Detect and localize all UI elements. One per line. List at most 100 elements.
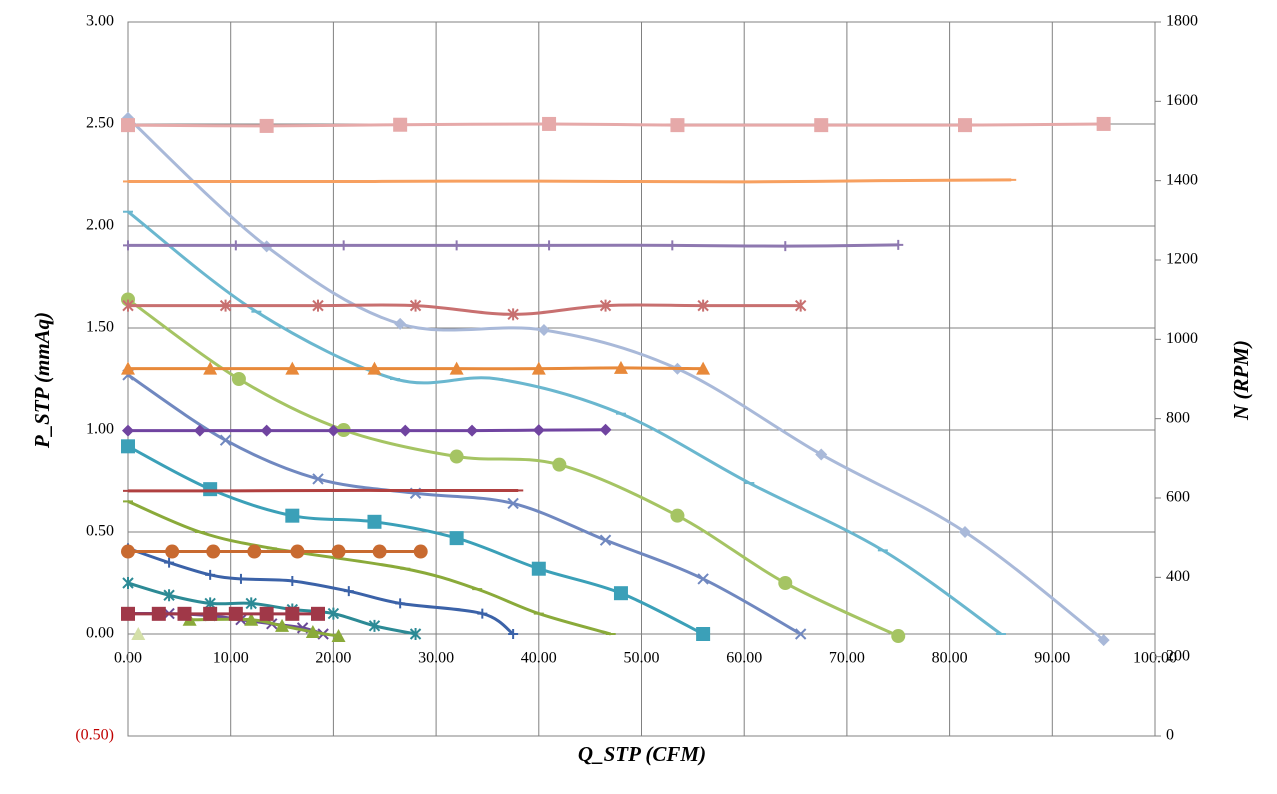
- marker: [121, 361, 135, 375]
- marker: [310, 606, 325, 621]
- marker: [121, 544, 135, 559]
- marker: [343, 586, 354, 597]
- marker: [466, 424, 479, 437]
- marker: [959, 526, 972, 538]
- marker: [394, 317, 407, 330]
- marker: [122, 424, 134, 437]
- marker: [163, 589, 175, 602]
- x-tick-label: 90.00: [1034, 650, 1070, 667]
- x-tick-label: 20.00: [315, 650, 351, 667]
- marker: [151, 606, 166, 621]
- y-tick-label: 1.50: [86, 319, 114, 336]
- marker: [259, 606, 274, 621]
- marker: [413, 544, 428, 559]
- marker: [287, 575, 298, 586]
- marker: [409, 628, 422, 640]
- marker: [670, 118, 685, 133]
- x-tick-label: 50.00: [624, 650, 660, 667]
- x-tick-label: 70.00: [829, 650, 865, 667]
- marker: [1097, 634, 1110, 647]
- marker: [290, 544, 305, 559]
- marker: [794, 628, 807, 640]
- marker: [121, 118, 135, 133]
- y2-tick-label: 1400: [1166, 171, 1198, 188]
- marker: [449, 361, 464, 375]
- x-axis-title: Q_STP (CFM): [578, 742, 706, 766]
- y2-tick-label: 400: [1166, 568, 1190, 585]
- y-tick-label: 2.00: [86, 217, 114, 234]
- marker: [219, 434, 232, 446]
- marker: [165, 544, 180, 559]
- y-axis-title: P_STP (mmAq): [30, 312, 54, 449]
- y-tick-label: 0.00: [86, 625, 114, 642]
- marker: [203, 361, 218, 375]
- marker: [507, 497, 519, 510]
- marker: [395, 598, 406, 609]
- y2-tick-label: 1800: [1166, 13, 1198, 30]
- marker: [367, 361, 382, 375]
- x-tick-label: 40.00: [521, 650, 557, 667]
- series-line: [128, 303, 801, 316]
- y2-tick-label: 800: [1166, 409, 1190, 426]
- y-tick-label: 1.00: [86, 421, 114, 438]
- marker: [794, 299, 807, 312]
- marker: [531, 361, 546, 375]
- series-line: [127, 581, 416, 636]
- marker: [531, 561, 546, 576]
- marker: [697, 573, 709, 585]
- marker: [177, 606, 192, 621]
- marker: [275, 618, 290, 632]
- marker: [203, 482, 218, 497]
- marker: [815, 448, 828, 461]
- marker: [285, 508, 300, 523]
- x-tick-label: 60.00: [726, 650, 762, 667]
- marker: [123, 240, 133, 251]
- plot-frame: [127, 21, 1156, 737]
- y2-tick-label: 200: [1166, 647, 1190, 664]
- marker: [219, 299, 232, 312]
- marker: [893, 239, 904, 250]
- marker: [122, 299, 134, 312]
- series-line: [127, 210, 1002, 636]
- marker: [244, 612, 259, 626]
- marker: [1096, 116, 1111, 131]
- marker: [670, 508, 685, 523]
- marker: [305, 624, 320, 638]
- y-tick-label: (0.50): [75, 727, 114, 744]
- marker: [958, 118, 973, 133]
- y2-tick-label: 1000: [1166, 330, 1198, 347]
- series-line: [127, 122, 1104, 128]
- y2-tick-label: 1200: [1166, 251, 1198, 268]
- marker: [203, 606, 218, 621]
- x-tick-label: 10.00: [213, 650, 249, 667]
- marker: [613, 360, 628, 374]
- marker: [285, 361, 300, 375]
- marker: [312, 473, 324, 485]
- marker: [542, 116, 557, 131]
- marker: [449, 449, 464, 464]
- marker: [235, 573, 246, 584]
- marker: [367, 514, 382, 529]
- marker: [327, 424, 340, 437]
- marker: [814, 118, 829, 133]
- marker: [667, 240, 678, 251]
- marker: [131, 627, 146, 640]
- marker: [285, 606, 300, 621]
- series-line: [128, 428, 606, 433]
- marker: [399, 424, 412, 437]
- series-line: [127, 444, 704, 636]
- marker: [451, 240, 462, 251]
- marker: [393, 117, 408, 132]
- marker: [121, 606, 135, 621]
- marker: [891, 629, 906, 644]
- marker: [599, 534, 612, 546]
- marker: [259, 118, 274, 133]
- y-tick-label: 2.50: [86, 115, 114, 132]
- marker: [372, 544, 387, 559]
- y2-tick-label: 1600: [1166, 92, 1198, 109]
- marker: [247, 544, 262, 559]
- marker: [338, 240, 349, 251]
- marker: [331, 629, 346, 643]
